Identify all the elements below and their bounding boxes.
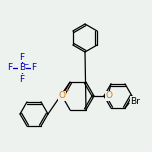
Text: B: B bbox=[19, 64, 25, 73]
Text: +: + bbox=[64, 88, 70, 93]
Text: F: F bbox=[31, 64, 37, 73]
Text: F: F bbox=[19, 74, 25, 83]
Text: F: F bbox=[19, 52, 25, 62]
Text: F: F bbox=[7, 64, 13, 73]
Text: O: O bbox=[59, 92, 66, 100]
Text: O: O bbox=[105, 91, 112, 100]
Text: −: − bbox=[23, 62, 28, 67]
Text: Br: Br bbox=[130, 97, 140, 106]
